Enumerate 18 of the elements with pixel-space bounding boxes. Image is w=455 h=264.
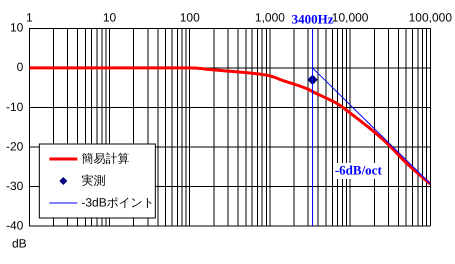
x-tick-label: 1,000 (254, 10, 286, 25)
annotation: -6dB/oct (334, 162, 382, 178)
x-tick-label: 1 (26, 10, 33, 25)
legend-label: 簡易計算 (81, 151, 130, 166)
y-tick-label: 0 (16, 60, 24, 74)
y-tick-label: -40 (6, 218, 24, 232)
y-tick-label: -30 (6, 178, 24, 193)
y-tick-label: 10 (10, 20, 24, 35)
y-tick-label: -10 (6, 100, 24, 114)
x-tick-label: 10 (102, 10, 117, 25)
legend-label: 実測 (81, 173, 106, 188)
x-tick-label: 100,000 (408, 10, 452, 25)
x-tick-label: 10,000 (332, 10, 369, 25)
x-tick-label: 100 (180, 10, 200, 25)
ref-line-label: 3400Hz (292, 11, 334, 26)
y-axis-title: dB (12, 236, 27, 250)
y-tick-label: -20 (6, 139, 24, 154)
legend-label: -3dBポイント (81, 195, 155, 210)
